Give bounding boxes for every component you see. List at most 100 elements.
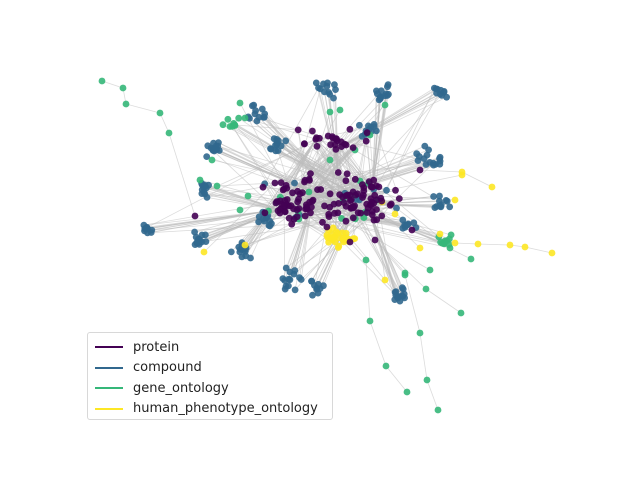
node-gene-ontology	[219, 121, 227, 129]
legend-swatch-gene-ontology	[95, 387, 123, 390]
node-gene-ontology	[231, 121, 239, 129]
node-compound	[326, 91, 334, 98]
graph-edge	[342, 196, 403, 296]
legend-swatch-protein	[95, 346, 123, 349]
node-gene-ontology	[165, 129, 173, 137]
node-protein	[348, 203, 356, 211]
node-compound	[399, 216, 407, 224]
legend-item-gene-ontology: gene_ontology	[94, 378, 326, 399]
node-gene-ontology	[224, 115, 232, 123]
node-protein	[349, 214, 357, 222]
node-compound	[203, 153, 211, 161]
node-human-phenotype-ontology	[451, 196, 459, 204]
graph-edge	[286, 104, 386, 205]
node-compound	[370, 123, 378, 130]
node-protein	[259, 183, 267, 191]
legend-label-human-phenotype-ontology: human_phenotype_ontology	[133, 401, 318, 417]
node-protein	[342, 192, 350, 200]
node-gene-ontology	[434, 406, 442, 414]
node-compound	[192, 233, 200, 241]
node-compound	[265, 222, 273, 229]
node-human-phenotype-ontology	[506, 241, 514, 249]
node-protein	[289, 189, 296, 197]
node-protein	[321, 202, 328, 210]
node-protein	[371, 236, 379, 244]
graph-edge	[419, 169, 463, 173]
node-compound	[255, 213, 263, 221]
node-compound	[227, 248, 235, 256]
graph-edge	[101, 80, 124, 89]
node-human-phenotype-ontology	[474, 240, 482, 248]
node-protein	[370, 176, 378, 184]
node-compound	[430, 193, 437, 200]
node-compound	[446, 203, 454, 211]
node-protein	[277, 179, 285, 187]
node-human-phenotype-ontology	[416, 244, 424, 252]
node-protein	[373, 206, 380, 213]
node-protein	[337, 138, 345, 146]
graph-edge	[168, 132, 196, 217]
node-protein	[334, 169, 342, 176]
node-protein	[363, 129, 371, 137]
node-protein	[368, 183, 376, 191]
node-human-phenotype-ontology	[451, 239, 459, 247]
node-gene-ontology	[443, 237, 451, 245]
graph-edge	[385, 365, 408, 393]
graph-edge	[305, 215, 451, 249]
node-protein	[346, 197, 354, 205]
node-protein	[387, 200, 395, 208]
node-compound	[323, 82, 331, 90]
legend-swatch-human-phenotype-ontology	[95, 407, 123, 410]
node-gene-ontology	[381, 101, 389, 109]
node-gene-ontology	[467, 255, 475, 263]
graph-edge	[315, 82, 339, 173]
node-human-phenotype-ontology	[335, 242, 343, 250]
graph-edge	[234, 124, 299, 131]
node-compound	[400, 290, 408, 298]
node-protein	[378, 212, 386, 220]
node-compound	[423, 151, 431, 159]
graph-edge	[454, 242, 479, 245]
graph-edge	[264, 87, 319, 184]
node-gene-ontology	[208, 156, 216, 164]
node-compound	[383, 186, 390, 194]
node-compound	[198, 231, 206, 239]
node-protein	[313, 142, 321, 150]
graph-edge	[278, 140, 365, 192]
node-compound	[410, 219, 418, 227]
graph-edge	[218, 142, 339, 204]
graph-edge	[369, 320, 387, 367]
legend-label-protein: protein	[133, 339, 180, 355]
node-protein	[359, 181, 366, 189]
node-compound	[291, 179, 298, 187]
node-compound	[308, 277, 315, 285]
node-protein	[370, 216, 378, 224]
node-compound	[267, 145, 274, 153]
node-protein	[327, 141, 334, 149]
node-protein	[343, 170, 351, 178]
node-compound	[281, 277, 289, 284]
graph-edge	[147, 220, 346, 234]
node-gene-ontology	[366, 317, 374, 325]
node-protein	[368, 198, 376, 206]
graph-edge	[298, 126, 375, 209]
node-protein	[362, 137, 370, 145]
node-protein	[293, 213, 301, 221]
node-gene-ontology	[362, 256, 370, 264]
node-protein	[323, 223, 331, 231]
graph-edge	[258, 139, 317, 218]
node-compound	[312, 79, 320, 87]
node-compound	[296, 274, 303, 281]
graph-edge	[144, 139, 316, 230]
node-compound	[291, 286, 299, 294]
node-human-phenotype-ontology	[338, 229, 346, 237]
graph-edge	[419, 332, 428, 381]
node-human-phenotype-ontology	[340, 234, 347, 242]
node-protein	[191, 212, 199, 220]
node-compound	[314, 280, 322, 288]
node-protein	[308, 198, 316, 205]
graph-edge	[349, 241, 367, 261]
graph-edge	[335, 88, 438, 150]
graph-edge	[229, 126, 355, 196]
node-gene-ontology	[416, 329, 424, 337]
